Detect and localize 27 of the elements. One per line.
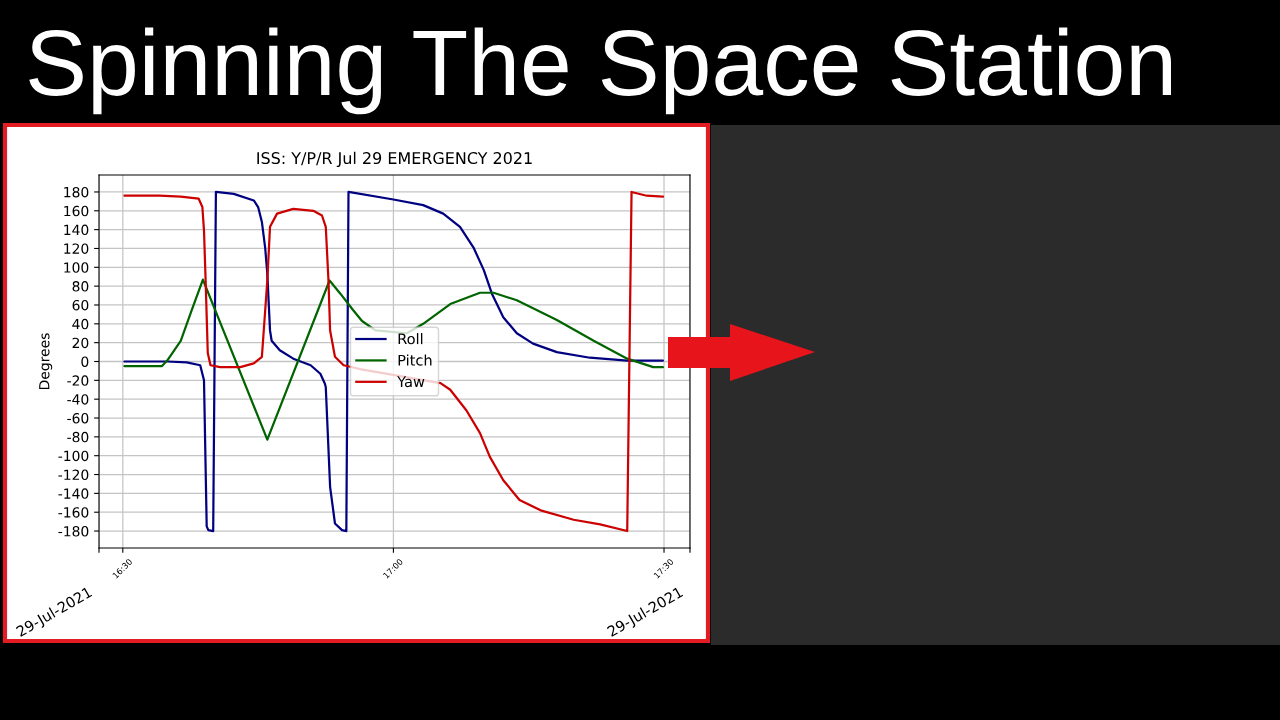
y-tick-label: 20 <box>72 337 89 349</box>
y-tick-label: 180 <box>64 186 89 198</box>
chart-title: Spinning The Space Station <box>29 27 1171 115</box>
y-tick-label: -100 <box>58 450 89 462</box>
chart-subtitle: ISS: Y/P/R Jul 29 EMERGENCY 2021 <box>257 151 532 168</box>
line-series <box>123 278 665 441</box>
legend-label: Roll <box>398 333 423 345</box>
y-tick-label: -20 <box>67 375 89 386</box>
y-tick-label: 40 <box>72 318 89 330</box>
y-tick-label: -40 <box>67 394 89 405</box>
y-tick-label: -80 <box>67 431 89 443</box>
y-tick-label: 140 <box>64 224 89 236</box>
y-tick-label: 60 <box>72 299 89 311</box>
legend-label: Pitch <box>398 354 432 366</box>
y-tick-label: -60 <box>67 412 89 424</box>
y-tick-label: -160 <box>58 507 89 518</box>
y-axis-title: Degrees <box>39 333 53 390</box>
line-series <box>123 190 665 533</box>
y-tick-label: -120 <box>58 469 89 480</box>
y-tick-label: -140 <box>58 488 89 499</box>
y-tick-label: -180 <box>58 526 89 537</box>
y-tick-label: 80 <box>72 281 89 292</box>
y-tick-label: 160 <box>64 205 89 217</box>
y-tick-label: 0 <box>81 356 89 367</box>
y-tick-label: 120 <box>64 243 89 254</box>
legend-label: Yaw <box>397 376 425 388</box>
y-tick-label: 100 <box>64 262 89 273</box>
